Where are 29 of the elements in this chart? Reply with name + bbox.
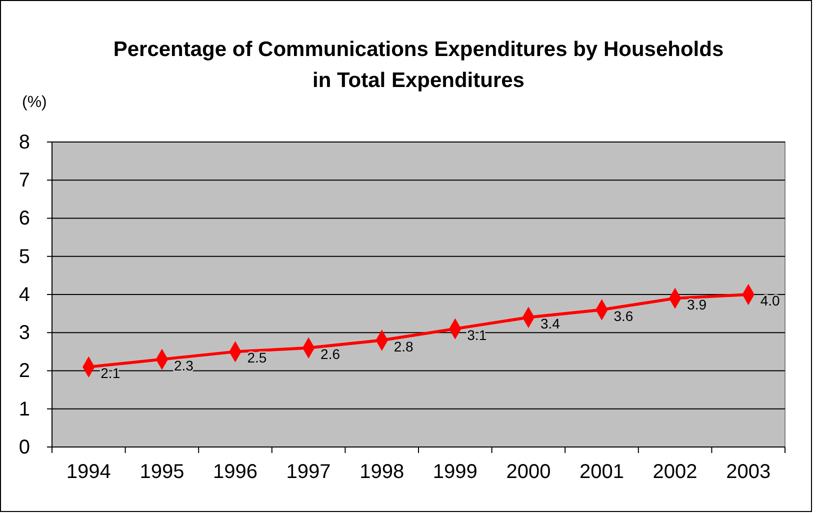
data-label: 3.9 bbox=[687, 296, 707, 312]
x-tick-label: 1995 bbox=[140, 461, 184, 483]
x-tick-label: 1996 bbox=[213, 461, 258, 483]
x-tick-label: 2001 bbox=[580, 461, 624, 483]
y-tick-label: 8 bbox=[18, 131, 30, 154]
data-label: 2.5 bbox=[247, 350, 267, 366]
x-tick-label: 1999 bbox=[432, 461, 478, 483]
data-label: 2.3 bbox=[174, 357, 194, 374]
y-tick-label: 0 bbox=[18, 436, 30, 458]
chart-title: Percentage of Communications Expenditures by Households in Total Expenditures bbox=[113, 38, 724, 92]
y-tick-label: 6 bbox=[18, 208, 30, 230]
x-tick-label: 1998 bbox=[360, 461, 404, 483]
x-tick-label: 1997 bbox=[286, 461, 331, 483]
x-tick-label: 2002 bbox=[652, 461, 698, 483]
y-axis-title: (%) bbox=[22, 94, 47, 111]
data-label: 2.6 bbox=[320, 346, 340, 362]
y-tick-label: 4 bbox=[18, 284, 30, 306]
data-label: 3.4 bbox=[540, 315, 560, 332]
x-tick-label: 1994 bbox=[66, 461, 111, 483]
data-label: 2.8 bbox=[394, 338, 414, 354]
data-label: 3.6 bbox=[614, 308, 634, 324]
y-tick-label: 1 bbox=[18, 398, 30, 420]
y-tick-label: 2 bbox=[18, 360, 30, 382]
data-label: 4.0 bbox=[760, 292, 780, 308]
x-tick-label: 2003 bbox=[726, 461, 771, 483]
x-tick-label: 2000 bbox=[506, 461, 551, 483]
y-tick-label: 3 bbox=[18, 322, 30, 344]
y-tick-label: 5 bbox=[18, 246, 30, 268]
y-tick-label: 7 bbox=[18, 170, 30, 192]
